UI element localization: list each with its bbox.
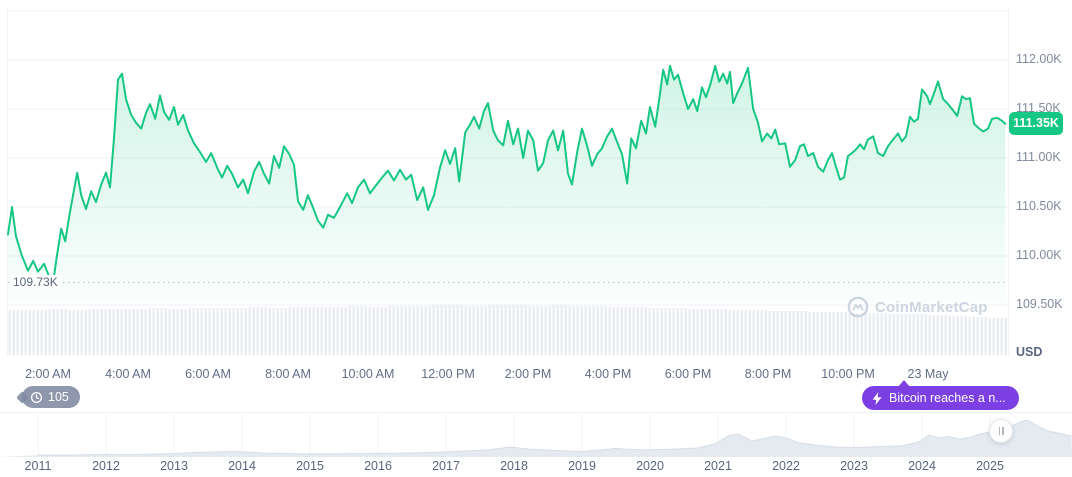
coinmarketcap-watermark: CoinMarketCap — [847, 296, 988, 318]
x-axis-tick-label: 8:00 PM — [744, 367, 792, 381]
currency-unit-label: USD — [1016, 345, 1043, 359]
timeline-year-label[interactable]: 2021 — [704, 459, 732, 473]
timeline-year-label[interactable]: 2018 — [500, 459, 528, 473]
session-low-label: 109.73K — [10, 275, 61, 289]
timeline-year-label[interactable]: 2023 — [840, 459, 868, 473]
timeline-year-label[interactable]: 2013 — [160, 459, 188, 473]
x-axis-tick-label: 8:00 AM — [265, 367, 311, 381]
watermark-text: CoinMarketCap — [875, 298, 988, 316]
panel-divider — [0, 412, 1072, 413]
x-axis-tick-label: 6:00 PM — [664, 367, 712, 381]
timeline-year-label[interactable]: 2024 — [908, 459, 936, 473]
x-axis-tick-label: 10:00 PM — [821, 367, 875, 381]
x-axis-tick-label: 10:00 AM — [341, 367, 395, 381]
x-axis-tick-label: 12:00 PM — [421, 367, 475, 381]
x-axis-tick-label: 2:00 PM — [504, 367, 552, 381]
timeline-year-label[interactable]: 2012 — [92, 459, 120, 473]
clock-icon — [30, 391, 43, 403]
timeline-year-label[interactable]: 2025 — [976, 459, 1004, 473]
y-axis-tick-label: 112.00K — [1016, 52, 1062, 66]
handle-grip-bar — [998, 427, 1000, 435]
watchers-badge[interactable]: 105 — [22, 386, 80, 408]
y-axis-tick-label: 110.50K — [1016, 199, 1062, 213]
current-price-badge: 111.35K — [1009, 112, 1063, 135]
x-axis-tick-label: 4:00 AM — [105, 367, 151, 381]
timeline-year-label[interactable]: 2020 — [636, 459, 664, 473]
x-axis-tick-label: 4:00 PM — [584, 367, 632, 381]
y-axis-tick-label: 111.00K — [1016, 150, 1061, 164]
x-axis-tick-label: 2:00 AM — [25, 367, 71, 381]
timeline-year-label[interactable]: 2017 — [432, 459, 460, 473]
y-axis-tick-label: 109.50K — [1016, 297, 1063, 311]
timeline-year-label[interactable]: 2011 — [24, 459, 52, 473]
timeline-slider-handle[interactable] — [989, 419, 1013, 443]
news-annotation-text: Bitcoin reaches a n... — [889, 391, 1006, 405]
timeline-year-label[interactable]: 2016 — [364, 459, 392, 473]
coinmarketcap-logo-icon — [847, 296, 869, 318]
timeline-year-label[interactable]: 2014 — [228, 459, 256, 473]
y-axis-tick-label: 111.50K — [1016, 101, 1061, 115]
x-axis-tick-label: 23 May — [907, 367, 949, 381]
timeline-year-label[interactable]: 2015 — [296, 459, 324, 473]
handle-grip-bar — [1002, 427, 1004, 435]
watchers-count: 105 — [48, 390, 69, 404]
lightning-icon — [872, 391, 882, 405]
timeline-year-label[interactable]: 2022 — [772, 459, 800, 473]
news-annotation-badge[interactable]: Bitcoin reaches a n... — [862, 380, 1019, 410]
timeline-year-label[interactable]: 2019 — [568, 459, 596, 473]
x-axis-tick-label: 6:00 AM — [185, 367, 231, 381]
y-axis-tick-label: 110.00K — [1016, 248, 1062, 262]
